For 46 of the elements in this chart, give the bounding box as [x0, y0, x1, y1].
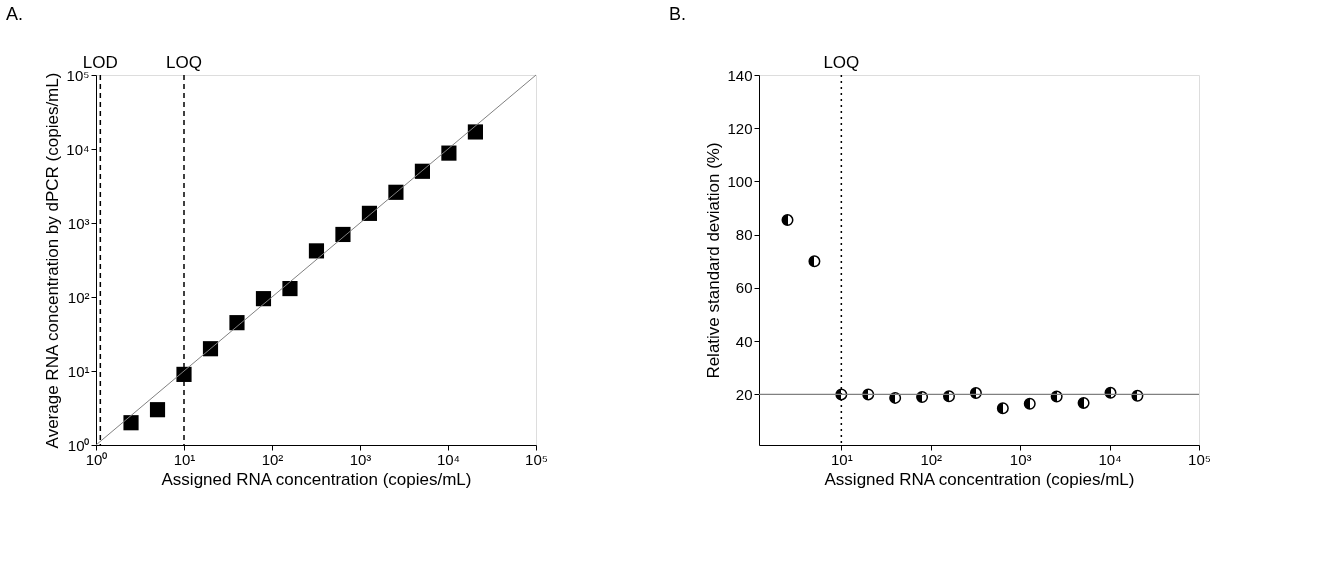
y-tick-label: 140 — [727, 66, 753, 84]
point — [943, 390, 955, 403]
y-tick-label: 20 — [735, 385, 753, 403]
y-tick-label: 10¹ — [67, 362, 90, 380]
y-axis-title: Average RNA concentration by dPCR (copies/mL) — [43, 72, 63, 449]
chart-title: A. — [6, 4, 24, 24]
x-tick-label: 10³ — [1009, 450, 1032, 468]
x-tick-label: 10⁵ — [525, 450, 548, 468]
x-tick-label: 10³ — [349, 450, 372, 468]
point — [308, 243, 325, 259]
y-axis-title: Relative standard deviation (%) — [704, 142, 724, 379]
y-tick-label: 80 — [735, 226, 753, 244]
point — [1077, 396, 1090, 409]
point — [255, 291, 272, 307]
point — [441, 145, 457, 161]
point — [149, 402, 166, 418]
point — [916, 391, 929, 404]
x-tick-label: 10¹ — [830, 450, 853, 468]
y-tick-label: 40 — [735, 332, 753, 350]
point — [996, 402, 1009, 415]
y-tick-label: 100 — [727, 172, 753, 190]
point — [467, 124, 483, 140]
x-axis-title: Assigned RNA concentration (copies/mL) — [161, 469, 472, 489]
y-tick-label: 10² — [67, 288, 90, 306]
x-tick-label: 10² — [261, 450, 284, 468]
x-axis-title: Assigned RNA concentration (copies/mL) — [824, 469, 1135, 489]
point — [282, 280, 298, 297]
ref-line-label: LOD — [82, 53, 118, 72]
point — [229, 315, 245, 331]
x-tick-label: 10⁵ — [1188, 450, 1211, 468]
y-tick-label: 60 — [735, 279, 753, 297]
ref-line-label: LOQ — [823, 53, 860, 72]
y-tick-label: 120 — [727, 119, 753, 137]
point — [889, 391, 902, 404]
point — [123, 415, 139, 431]
point — [808, 255, 821, 268]
x-tick-label: 10¹ — [173, 450, 196, 468]
ref-line-label: LOQ — [166, 53, 202, 72]
y-tick-label: 10⁴ — [66, 140, 90, 158]
chart-title: B. — [669, 4, 687, 24]
x-tick-label: 10⁴ — [436, 450, 461, 468]
x-tick-label: 10² — [920, 450, 943, 468]
point — [1023, 397, 1036, 410]
y-tick-label: 10³ — [67, 214, 90, 232]
point — [781, 214, 794, 227]
x-tick-label: 10⁴ — [1098, 450, 1122, 468]
